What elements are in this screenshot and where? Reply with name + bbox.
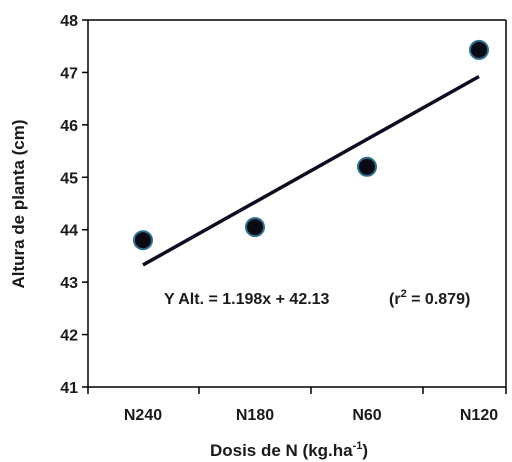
data-point bbox=[245, 217, 265, 238]
y-tick-label: 42 bbox=[60, 328, 78, 345]
trendline bbox=[142, 74, 480, 267]
data-point bbox=[357, 156, 377, 177]
x-tick-label: N180 bbox=[236, 407, 274, 424]
r2-suffix: = 0.879) bbox=[407, 291, 471, 308]
y-axis-ticks: 41 42 43 44 45 46 47 48 bbox=[60, 13, 88, 397]
x-axis-ticks: N240 N180 N60 N120 bbox=[87, 387, 507, 424]
r2-prefix: (r bbox=[389, 291, 401, 308]
equation-text: Y Alt. = 1.198x + 42.13 bbox=[164, 291, 330, 308]
y-tick-label: 43 bbox=[60, 275, 78, 292]
x-axis-title-end: ) bbox=[362, 441, 368, 460]
x-axis-title: Dosis de N (kg.ha-1) bbox=[210, 440, 368, 460]
y-tick-label: 46 bbox=[60, 118, 78, 135]
plot-frame bbox=[87, 19, 507, 388]
x-axis-title-text: Dosis de N (kg.ha bbox=[210, 441, 353, 460]
equation-label: Y Alt. = 1.198x + 42.13 bbox=[164, 291, 330, 308]
data-point bbox=[469, 39, 489, 60]
r2-label: (r2 = 0.879) bbox=[389, 288, 470, 308]
y-axis-title: Altura de planta (cm) bbox=[9, 119, 28, 288]
data-points bbox=[133, 39, 489, 251]
y-tick-label: 45 bbox=[60, 170, 78, 187]
x-tick-label: N240 bbox=[124, 407, 162, 424]
r2-superscript: 2 bbox=[401, 288, 407, 300]
x-tick-label: N60 bbox=[352, 407, 381, 424]
x-axis-title-superscript: -1 bbox=[353, 440, 363, 452]
trendline-group bbox=[142, 74, 480, 267]
data-point bbox=[133, 230, 153, 251]
y-tick-label: 47 bbox=[60, 65, 78, 82]
y-tick-label: 44 bbox=[60, 223, 78, 240]
y-tick-label: 41 bbox=[60, 380, 78, 397]
x-tick-label: N120 bbox=[460, 407, 498, 424]
y-tick-label: 48 bbox=[60, 13, 78, 30]
